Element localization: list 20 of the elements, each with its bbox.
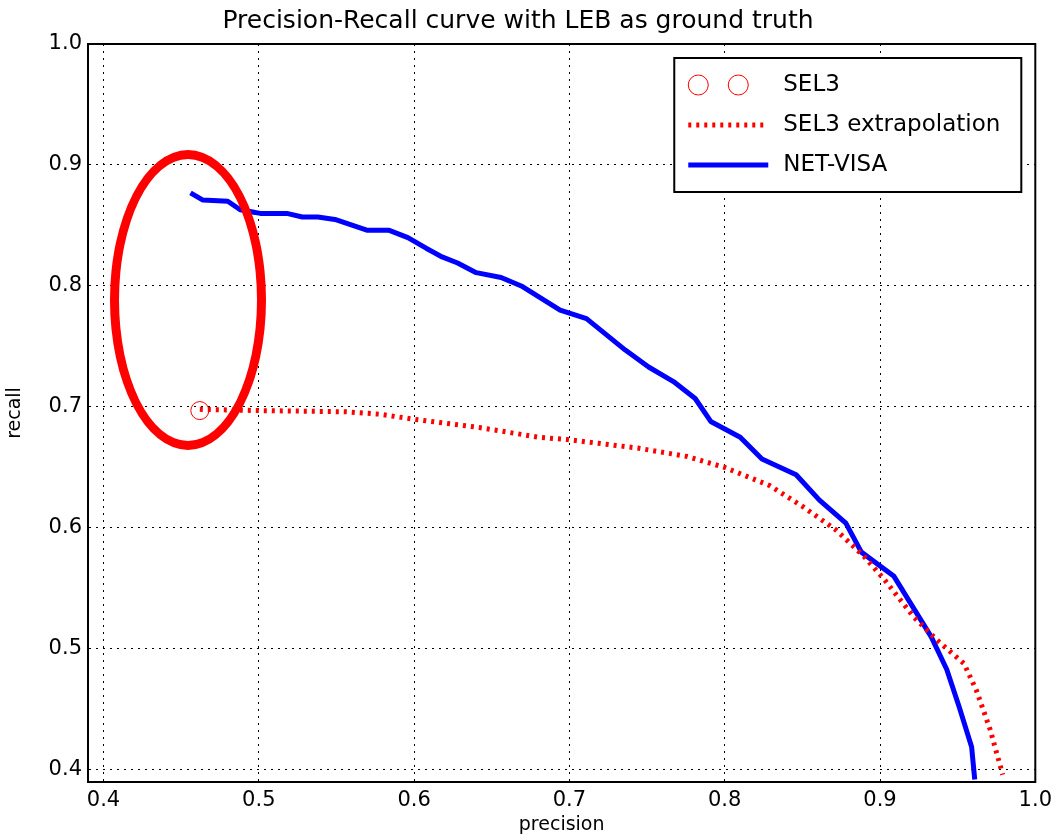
x-tick-label: 0.9 bbox=[863, 787, 897, 812]
x-tick-label: 0.6 bbox=[397, 787, 431, 812]
y-tick-label: 0.4 bbox=[48, 756, 82, 781]
y-axis-title: recall bbox=[2, 387, 25, 439]
y-tick-label: 0.5 bbox=[48, 635, 82, 660]
y-tick-label: 1.0 bbox=[48, 30, 82, 55]
chart-title: Precision-Recall curve with LEB as ground truth bbox=[222, 4, 814, 34]
legend-label: NET-VISA bbox=[783, 149, 888, 176]
x-axis-title: precision bbox=[518, 811, 605, 834]
y-tick-label: 0.6 bbox=[48, 514, 82, 539]
x-tick-label: 1.0 bbox=[1018, 787, 1052, 812]
legend-label: SEL3 bbox=[783, 69, 840, 96]
y-tick-label: 0.7 bbox=[48, 393, 82, 418]
x-tick-label: 0.7 bbox=[552, 787, 587, 812]
legend-label: SEL3 extrapolation bbox=[783, 109, 1001, 136]
y-tick-label: 0.8 bbox=[48, 272, 82, 297]
x-tick-label: 0.5 bbox=[242, 787, 276, 812]
x-tick-label: 0.4 bbox=[86, 787, 121, 812]
y-tick-label: 0.9 bbox=[48, 151, 82, 176]
x-tick-label: 0.8 bbox=[708, 787, 742, 812]
